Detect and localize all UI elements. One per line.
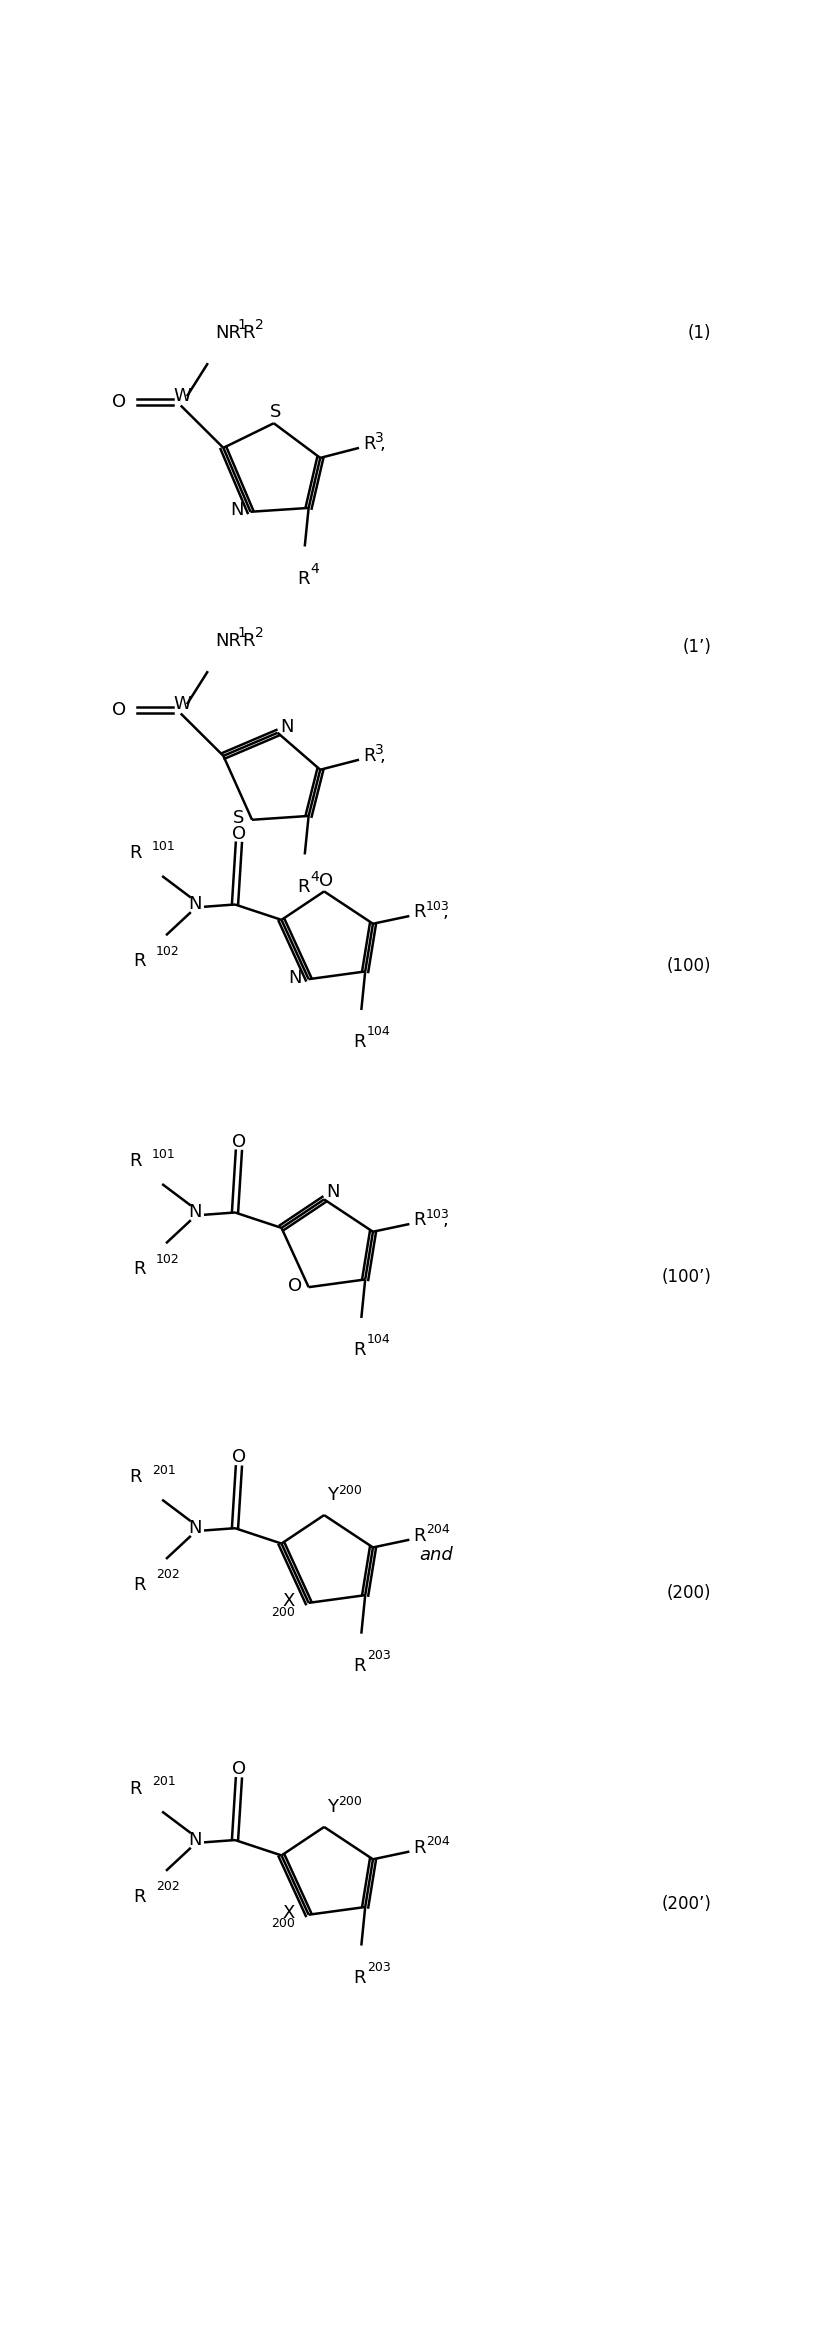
Text: (1): (1) [688, 323, 711, 342]
Text: 200: 200 [271, 1606, 295, 1620]
Text: O: O [232, 824, 246, 842]
Text: R: R [354, 1033, 366, 1052]
Text: R: R [413, 1210, 425, 1229]
Text: 200: 200 [271, 1917, 295, 1931]
Text: R: R [133, 952, 146, 970]
Text: O: O [232, 1133, 246, 1150]
Text: R: R [354, 1657, 366, 1675]
Text: 3: 3 [375, 742, 384, 756]
Text: N: N [326, 1182, 340, 1201]
Text: S: S [232, 810, 244, 826]
Text: Y: Y [327, 1799, 338, 1815]
Text: X: X [282, 1903, 295, 1922]
Text: NR: NR [216, 323, 242, 342]
Text: 204: 204 [425, 1836, 449, 1848]
Text: O: O [112, 700, 126, 719]
Text: 103: 103 [425, 1208, 449, 1222]
Text: 1: 1 [237, 626, 246, 640]
Text: (1’): (1’) [682, 638, 711, 656]
Text: Y: Y [327, 1487, 338, 1503]
Text: S: S [269, 403, 281, 421]
Text: and: and [420, 1545, 453, 1564]
Text: W: W [173, 696, 191, 714]
Text: O: O [232, 1759, 246, 1778]
Text: 201: 201 [152, 1776, 176, 1789]
Text: R: R [354, 1340, 366, 1359]
Text: 2: 2 [255, 626, 263, 640]
Text: 4: 4 [311, 561, 319, 575]
Text: ,: , [443, 903, 449, 921]
Text: N: N [188, 896, 202, 915]
Text: (100): (100) [667, 956, 711, 975]
Text: R: R [413, 1527, 425, 1545]
Text: 104: 104 [367, 1026, 391, 1038]
Text: W: W [173, 386, 191, 405]
Text: R: R [133, 1261, 146, 1278]
Text: R: R [297, 570, 310, 586]
Text: R: R [413, 1838, 425, 1857]
Text: 4: 4 [311, 870, 319, 884]
Text: R: R [363, 747, 375, 766]
Text: R: R [243, 631, 255, 649]
Text: 204: 204 [425, 1524, 449, 1536]
Text: N: N [288, 968, 301, 987]
Text: R: R [243, 323, 255, 342]
Text: R: R [413, 903, 425, 921]
Text: 202: 202 [156, 1568, 180, 1582]
Text: 1: 1 [237, 319, 246, 333]
Text: 101: 101 [152, 1147, 176, 1161]
Text: 102: 102 [156, 945, 180, 956]
Text: R: R [133, 1575, 146, 1594]
Text: 103: 103 [425, 901, 449, 912]
Text: (200’): (200’) [662, 1897, 711, 1913]
Text: 200: 200 [338, 1485, 362, 1496]
Text: R: R [133, 1887, 146, 1906]
Text: O: O [319, 873, 333, 889]
Text: 203: 203 [367, 1650, 391, 1661]
Text: R: R [130, 845, 142, 861]
Text: 3: 3 [375, 430, 384, 444]
Text: R: R [130, 1468, 142, 1487]
Text: 201: 201 [152, 1464, 176, 1478]
Text: O: O [112, 393, 126, 410]
Text: N: N [230, 500, 244, 519]
Text: 104: 104 [367, 1333, 391, 1347]
Text: ,: , [380, 747, 386, 766]
Text: ,: , [443, 1210, 449, 1229]
Text: O: O [232, 1447, 246, 1466]
Text: R: R [297, 877, 310, 896]
Text: NR: NR [216, 631, 242, 649]
Text: (100’): (100’) [662, 1268, 711, 1287]
Text: 202: 202 [156, 1880, 180, 1894]
Text: N: N [280, 717, 294, 735]
Text: X: X [282, 1592, 295, 1610]
Text: R: R [130, 1152, 142, 1170]
Text: R: R [354, 1969, 366, 1987]
Text: ,: , [380, 435, 386, 454]
Text: 101: 101 [152, 840, 176, 854]
Text: O: O [287, 1278, 301, 1294]
Text: 200: 200 [338, 1796, 362, 1808]
Text: R: R [130, 1780, 142, 1799]
Text: N: N [188, 1831, 202, 1850]
Text: N: N [188, 1203, 202, 1222]
Text: N: N [188, 1520, 202, 1538]
Text: (200): (200) [667, 1585, 711, 1601]
Text: 203: 203 [367, 1962, 391, 1973]
Text: R: R [363, 435, 375, 454]
Text: 2: 2 [255, 319, 263, 333]
Text: 102: 102 [156, 1252, 180, 1266]
